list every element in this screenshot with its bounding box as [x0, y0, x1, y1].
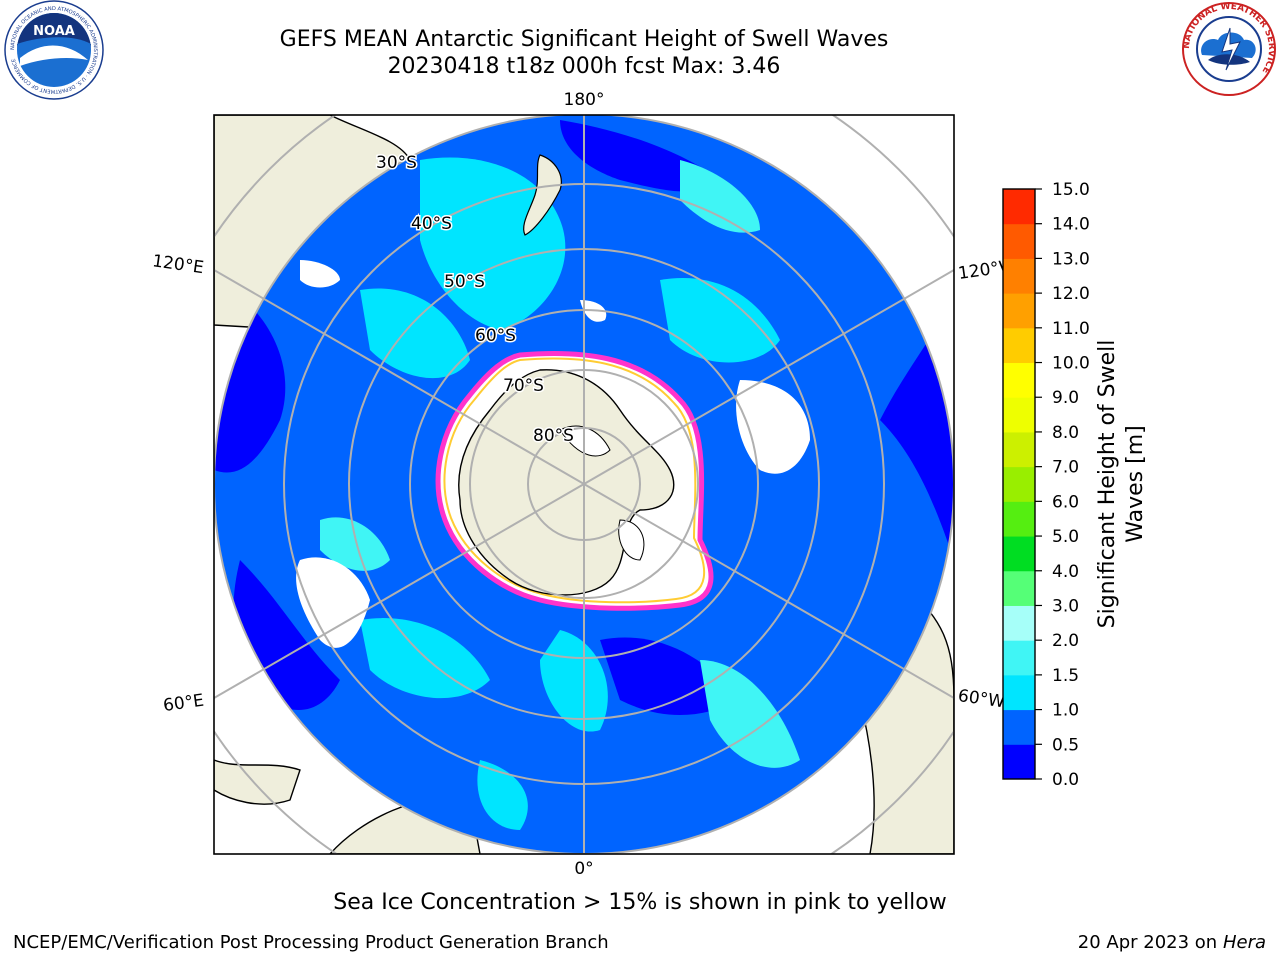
colorbar-swatch: [1003, 744, 1035, 780]
colorbar-swatch: [1003, 674, 1035, 711]
colorbar-tick-label: 8.0: [1052, 423, 1079, 443]
lat-label-70s: 70°S: [503, 376, 544, 396]
nws-logo: NATIONAL WEATHER SERVICE: [1182, 2, 1276, 96]
footer-credit: NCEP/EMC/Verification Post Processing Pr…: [13, 932, 609, 953]
colorbar-tick-label: 1.0: [1052, 701, 1079, 721]
lat-label-80s: 80°S: [533, 426, 574, 446]
colorbar-tick-label: 7.0: [1052, 458, 1079, 478]
colorbar-swatch: [1003, 223, 1035, 259]
colorbar-swatch: [1003, 189, 1035, 225]
lon-label-0: 0°: [574, 859, 593, 879]
colorbar-swatch: [1003, 397, 1035, 433]
new-zealand-land: [523, 154, 562, 236]
footer-note: Sea Ice Concentration > 15% is shown in …: [333, 890, 947, 915]
colorbar-tick-label: 15.0: [1052, 180, 1090, 200]
colorbar-tick-label: 4.0: [1052, 562, 1079, 582]
colorbar-tick-label: 12.0: [1052, 284, 1090, 304]
colorbar-swatch: [1003, 258, 1035, 294]
colorbar-tick-label: 14.0: [1052, 215, 1090, 235]
colorbar-tick-label: 10.0: [1052, 354, 1090, 374]
colorbar-label-line2: Waves [m]: [1123, 425, 1148, 542]
colorbar-swatch: [1003, 501, 1035, 537]
colorbar-swatch: [1003, 536, 1035, 572]
madagascar-land: [214, 759, 301, 805]
colorbar-swatch: [1003, 293, 1035, 329]
lat-label-40s: 40°S: [411, 214, 452, 234]
colorbar-label-line1: Significant Height of Swell: [1095, 340, 1120, 629]
lon-label-60e: 60°E: [162, 691, 205, 716]
colorbar-swatch: [1003, 709, 1035, 745]
colorbar-tick-label: 5.0: [1052, 527, 1079, 547]
svg-text:Waves [m]: Waves [m]: [1123, 425, 1148, 542]
colorbar-tick-label: 6.0: [1052, 492, 1079, 512]
colorbar-tick-label: 3.0: [1052, 596, 1079, 616]
colorbar-tick-label: 0.5: [1052, 735, 1079, 755]
colorbar-swatch: [1003, 640, 1035, 676]
footer-timestamp: 20 Apr 2023 on Hera: [1078, 932, 1266, 953]
graticule: [214, 115, 954, 854]
colorbar-tick-label: 9.0: [1052, 388, 1079, 408]
noaa-logo-text: NOAA: [33, 24, 75, 39]
colorbar-swatch: [1003, 570, 1035, 606]
svg-text:Significant Height of Swell: Significant Height of Swell: [1095, 340, 1120, 629]
chart-subtitle: 20230418 t18z 000h fcst Max: 3.46: [387, 54, 781, 79]
colorbar-tick-label: 2.0: [1052, 631, 1079, 651]
colorbar-tick-label: 13.0: [1052, 249, 1090, 269]
colorbar-swatch: [1003, 327, 1035, 364]
lat-label-30s: 30°S: [376, 153, 417, 173]
footer-date: 20 Apr 2023 on: [1077, 932, 1218, 953]
colorbar-tick-label: 1.5: [1052, 666, 1079, 686]
map-frame: [213, 114, 955, 855]
lon-label-180: 180°: [564, 90, 605, 110]
lat-label-60s: 60°S: [475, 326, 516, 346]
footer-host: Hera: [1222, 932, 1266, 953]
chart-title: GEFS MEAN Antarctic Significant Height o…: [279, 27, 889, 52]
lat-label-50s: 50°S: [444, 272, 485, 292]
colorbar-tick-label: 11.0: [1052, 319, 1090, 339]
colorbar-tick-label: 0.0: [1052, 770, 1079, 790]
colorbar-swatch: [1003, 466, 1035, 502]
colorbar: 0.0 0.5 1.0 1.5 2.0 3.0 4.0 5.0 6.0 7.0 8.0 9.0 10.0…: [1002, 180, 1148, 790]
noaa-logo: NOAA NATIONAL OCEANIC AND ATMOSPHERIC AD…: [4, 0, 104, 100]
colorbar-swatch: [1003, 605, 1035, 641]
colorbar-swatch: [1003, 362, 1035, 398]
colorbar-swatch: [1003, 431, 1035, 468]
lon-label-120e: 120°E: [151, 251, 205, 278]
